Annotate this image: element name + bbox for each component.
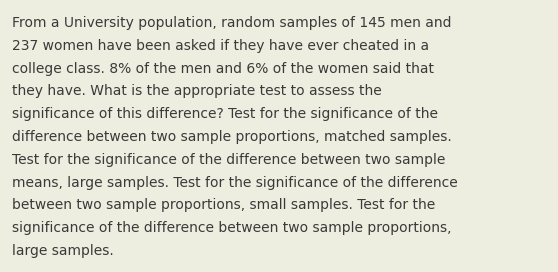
Text: means, large samples. Test for the significance of the difference: means, large samples. Test for the signi… bbox=[12, 176, 458, 190]
Text: From a University population, random samples of 145 men and: From a University population, random sam… bbox=[12, 16, 451, 30]
Text: difference between two sample proportions, matched samples.: difference between two sample proportion… bbox=[12, 130, 452, 144]
Text: Test for the significance of the difference between two sample: Test for the significance of the differe… bbox=[12, 153, 445, 167]
Text: large samples.: large samples. bbox=[12, 244, 114, 258]
Text: significance of this difference? Test for the significance of the: significance of this difference? Test fo… bbox=[12, 107, 438, 121]
Text: college class. 8% of the men and 6% of the women said that: college class. 8% of the men and 6% of t… bbox=[12, 61, 434, 76]
Text: they have. What is the appropriate test to assess the: they have. What is the appropriate test … bbox=[12, 84, 382, 98]
Text: significance of the difference between two sample proportions,: significance of the difference between t… bbox=[12, 221, 451, 235]
Text: between two sample proportions, small samples. Test for the: between two sample proportions, small sa… bbox=[12, 198, 435, 212]
Text: 237 women have been asked if they have ever cheated in a: 237 women have been asked if they have e… bbox=[12, 39, 429, 53]
